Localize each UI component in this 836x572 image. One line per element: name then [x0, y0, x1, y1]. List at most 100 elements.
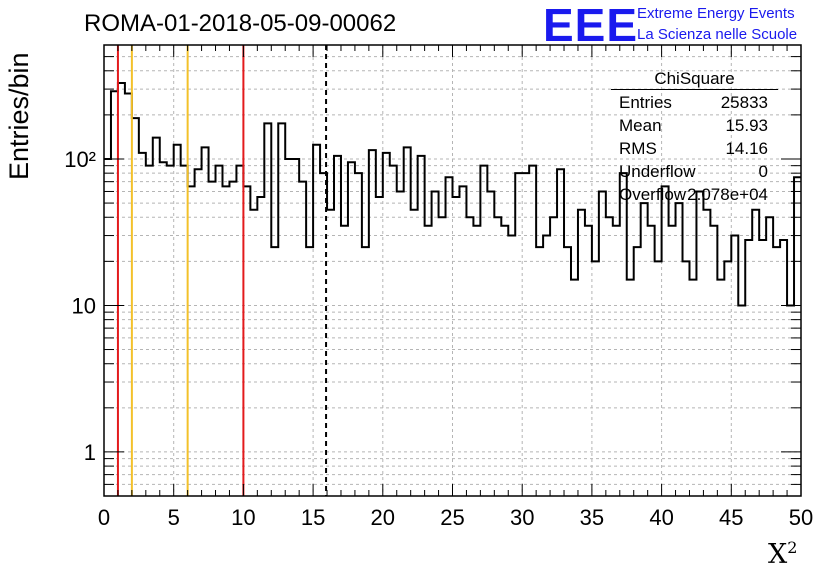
- histogram-bin: [689, 280, 696, 496]
- logo-line-1: Extreme Energy Events: [637, 5, 795, 22]
- histogram-bin: [397, 191, 404, 496]
- histogram-bin: [125, 93, 132, 496]
- histogram-bin: [571, 280, 578, 496]
- histogram-bin: [585, 226, 592, 496]
- x-axis-label-text: X: [768, 539, 788, 570]
- histogram-bin: [453, 197, 460, 496]
- histogram-bin: [411, 210, 418, 496]
- histogram-bin: [696, 191, 703, 496]
- histogram-bin: [627, 280, 634, 496]
- y-tick-label: 10²: [64, 147, 96, 172]
- stats-value: 15.93: [725, 116, 768, 135]
- histogram-bin: [766, 217, 773, 496]
- histogram-bin: [648, 226, 655, 496]
- histogram-bin: [369, 150, 376, 496]
- histogram-bin: [118, 83, 125, 496]
- stats-value: 14.16: [725, 139, 768, 158]
- histogram-bin: [717, 280, 724, 496]
- histogram-bin: [229, 182, 236, 496]
- histogram-bin: [599, 191, 606, 496]
- stats-key: RMS: [619, 139, 657, 158]
- histogram-bin: [738, 305, 745, 496]
- stats-value: 2.078e+04: [687, 185, 768, 204]
- histogram-bin: [703, 210, 710, 496]
- x-tick-label: 10: [231, 505, 255, 530]
- histogram-bin: [578, 210, 585, 496]
- histogram-bin: [550, 217, 557, 496]
- histogram-bin: [306, 247, 313, 496]
- histogram-bin: [418, 156, 425, 496]
- histogram-bin: [313, 145, 320, 496]
- histogram-bin: [613, 226, 620, 496]
- histogram-bin: [501, 226, 508, 496]
- histogram-bin: [174, 145, 181, 496]
- histogram-bin: [655, 261, 662, 496]
- histogram-bin: [146, 166, 153, 496]
- histogram-bin: [195, 169, 202, 496]
- stats-key: Underflow: [619, 162, 696, 181]
- histogram-bin: [759, 240, 766, 496]
- histogram-bin: [222, 186, 229, 496]
- histogram-bin: [383, 153, 390, 496]
- x-tick-label: 0: [98, 505, 110, 530]
- histogram-bin: [362, 247, 369, 496]
- histogram-bin: [111, 91, 118, 496]
- histogram-bin: [285, 159, 292, 496]
- histogram-bin: [592, 261, 599, 496]
- histogram-bin: [132, 118, 139, 496]
- stats-row-mean: Mean 15.93: [611, 113, 778, 136]
- histogram-bin: [264, 123, 271, 496]
- histogram-bin: [683, 261, 690, 496]
- histogram-bin: [564, 247, 571, 496]
- histogram-bin: [236, 166, 243, 496]
- histogram-bin: [432, 191, 439, 496]
- histogram-bin: [243, 186, 250, 496]
- histogram-bin: [620, 173, 627, 496]
- histogram-bin: [787, 305, 794, 496]
- histogram-bin: [794, 177, 801, 496]
- histogram-bin: [494, 217, 501, 496]
- histogram-bin: [536, 247, 543, 496]
- x-tick-label: 30: [510, 505, 534, 530]
- stats-key: Mean: [619, 116, 662, 135]
- histogram-bin: [634, 247, 641, 496]
- histogram-bin: [278, 123, 285, 496]
- histogram-bin: [669, 226, 676, 496]
- x-tick-label: 35: [580, 505, 604, 530]
- histogram-bin: [724, 261, 731, 496]
- stats-key: Entries: [619, 93, 672, 112]
- logo-line-2: La Scienza nelle Scuole: [637, 26, 798, 43]
- x-tick-label: 5: [168, 505, 180, 530]
- histogram-bin: [292, 159, 299, 496]
- stats-key: Overflow: [619, 185, 687, 204]
- histogram-bin: [543, 236, 550, 496]
- x-tick-label: 50: [789, 505, 813, 530]
- histogram-bin: [390, 166, 397, 496]
- stats-row-underflow: Underflow 0: [611, 159, 778, 182]
- histogram-bin: [529, 166, 536, 496]
- histogram-bin: [181, 166, 188, 496]
- histogram-bin: [250, 210, 257, 496]
- histogram-bin: [327, 210, 334, 496]
- histogram-bin: [473, 226, 480, 496]
- stats-row-entries: Entries 25833: [611, 90, 778, 113]
- histogram-outline: [104, 82, 801, 307]
- histogram-bin: [459, 186, 466, 496]
- histogram-bin: [404, 147, 411, 496]
- y-axis-label: Entries/bin: [4, 52, 34, 180]
- x-tick-label: 45: [719, 505, 743, 530]
- histogram-bin: [341, 226, 348, 496]
- x-tick-label: 25: [440, 505, 464, 530]
- histogram-bin: [334, 156, 341, 496]
- histogram-bin: [167, 166, 174, 496]
- x-tick-label: 15: [301, 505, 325, 530]
- histogram-bin: [257, 197, 264, 496]
- histogram-bin: [271, 247, 278, 496]
- stats-box: ChiSquare Entries 25833 Mean 15.93 RMS 1…: [611, 69, 778, 205]
- histogram-bin: [216, 166, 223, 496]
- histogram-bin: [188, 186, 195, 496]
- plot-title: ROMA-01-2018-05-09-00062: [84, 10, 397, 37]
- histogram-bin: [160, 162, 167, 496]
- histogram-bin: [480, 166, 487, 496]
